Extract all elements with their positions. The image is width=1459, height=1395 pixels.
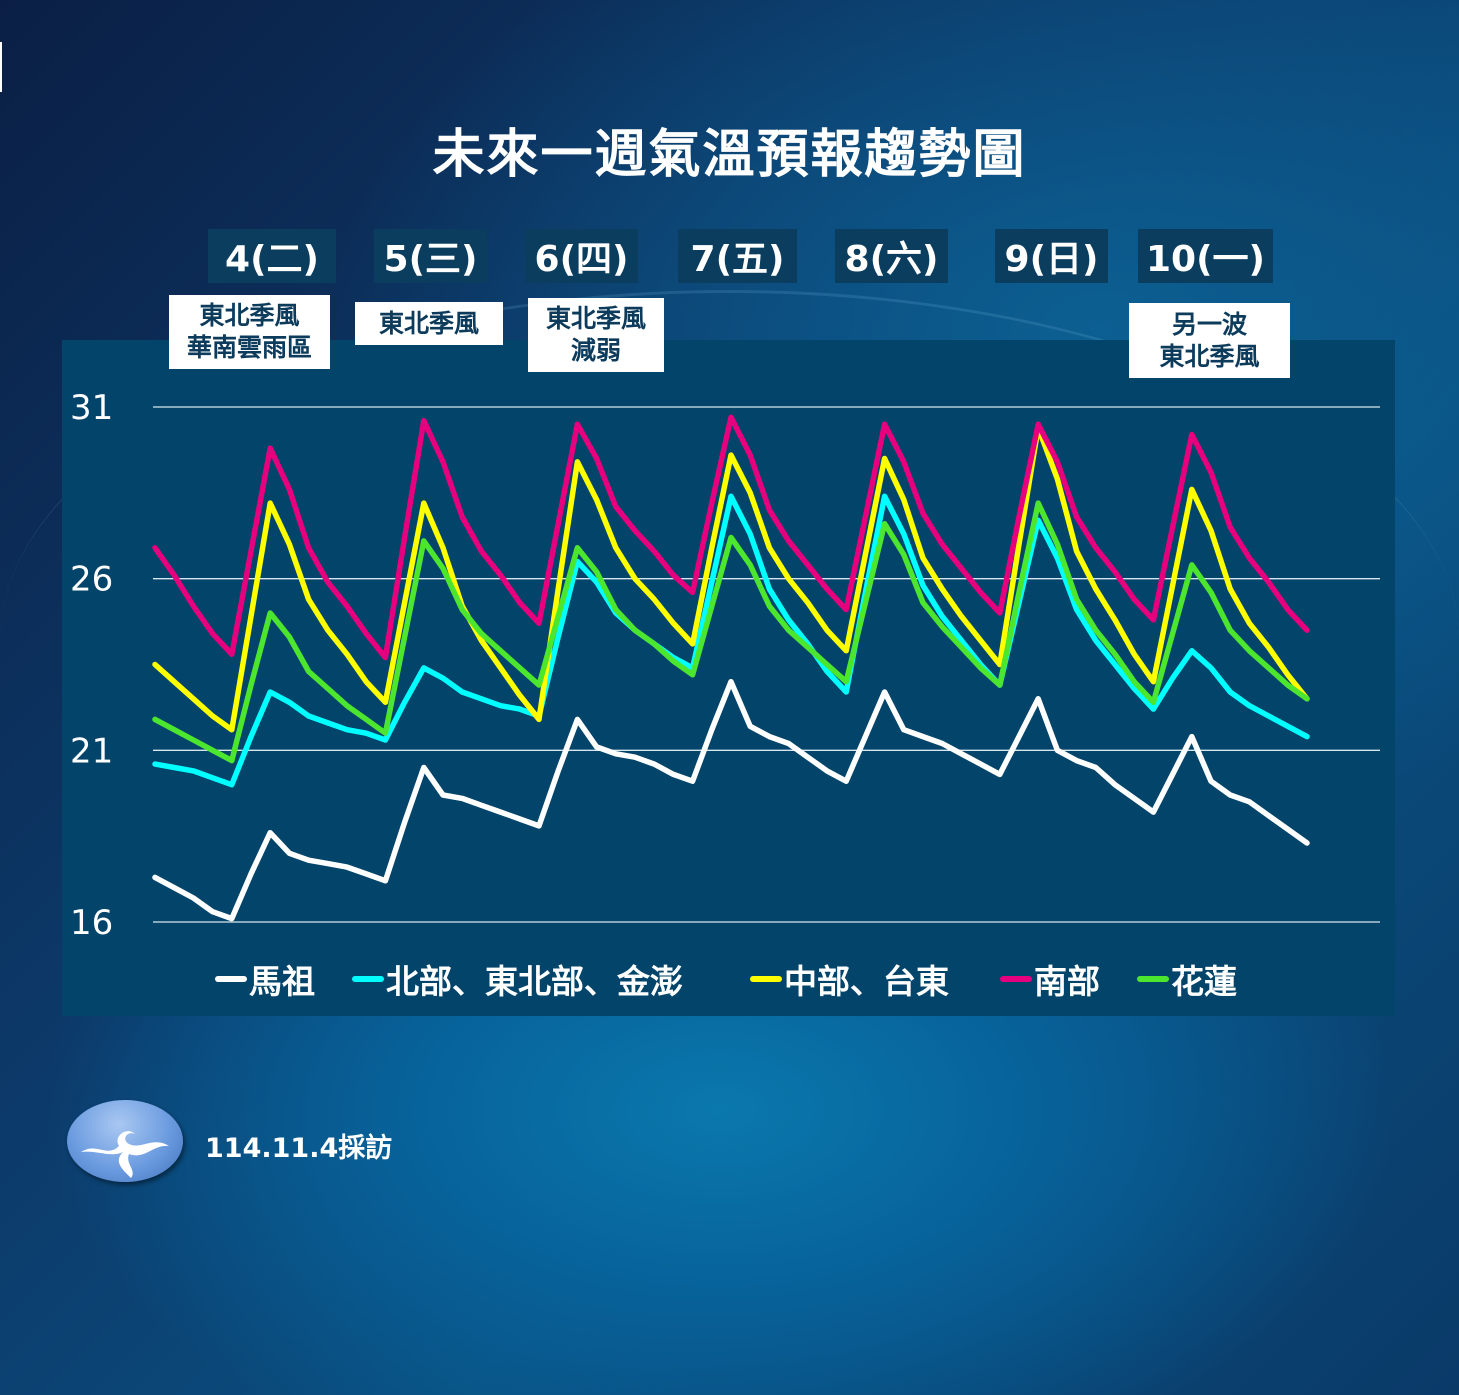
- series-line-0: [152, 678, 1310, 922]
- annotation-line: 減弱: [570, 336, 621, 365]
- legend-label: 馬祖: [249, 962, 315, 1001]
- y-tick-label: 21: [70, 731, 113, 771]
- legend-swatch: [1000, 976, 1032, 982]
- legend-label: 北部、東北部、金澎: [386, 962, 683, 1001]
- y-tick-label: 26: [70, 560, 113, 600]
- legend-item-central: 中部、台東: [750, 955, 949, 1003]
- annotation-line: 另一波: [1171, 309, 1247, 339]
- legend-swatch: [1137, 976, 1169, 982]
- y-tick-label: 16: [70, 903, 113, 943]
- day-label-10: 10(一): [1138, 229, 1273, 283]
- chart-title: 未來一週氣溫預報趨勢圖: [432, 125, 1027, 185]
- day-label-6: 6(四): [525, 229, 638, 283]
- legend-label: 花蓮: [1171, 962, 1237, 1001]
- legend-label: 中部、台東: [784, 962, 949, 1001]
- annotation-line: 東北季風: [545, 304, 646, 333]
- interview-date: 114.11.4採訪: [205, 1133, 393, 1164]
- annotation-line: 東北季風: [1159, 341, 1260, 371]
- legend-label: 南部: [1034, 962, 1100, 1001]
- legend-swatch: [750, 976, 782, 982]
- series-line-4: [152, 500, 1310, 764]
- day-label-4: 4(二): [208, 229, 336, 283]
- day-label-8: 8(六): [835, 229, 948, 283]
- day-label-7: 7(五): [678, 229, 797, 283]
- legend-swatch: [352, 976, 384, 982]
- annotation-line: 華南雲雨區: [186, 333, 312, 362]
- annotation-monsoon-rain: 東北季風 華南雲雨區: [169, 295, 330, 369]
- legend-item-north: 北部、東北部、金澎: [352, 955, 683, 1003]
- y-tick-label: 31: [70, 388, 113, 428]
- legend-item-matsu: 馬祖: [215, 955, 315, 1003]
- annotation-line: 東北季風: [378, 308, 479, 338]
- series-line-2: [152, 424, 1310, 733]
- annotation-line: 東北季風: [199, 301, 300, 330]
- series-line-3: [152, 414, 1310, 661]
- day-label-9: 9(日): [995, 229, 1108, 283]
- annotation-monsoon-weaken: 東北季風 減弱: [528, 298, 664, 372]
- legend-item-south: 南部: [1000, 955, 1100, 1003]
- legend-swatch: [215, 976, 247, 982]
- series-line-1: [152, 493, 1310, 788]
- annotation-another-monsoon: 另一波 東北季風: [1129, 303, 1290, 378]
- edge-marker: [0, 42, 2, 92]
- annotation-monsoon: 東北季風: [355, 302, 503, 345]
- day-label-5: 5(三): [374, 229, 487, 283]
- legend-item-hualien: 花蓮: [1137, 955, 1237, 1003]
- cwa-logo-icon: [67, 1100, 183, 1182]
